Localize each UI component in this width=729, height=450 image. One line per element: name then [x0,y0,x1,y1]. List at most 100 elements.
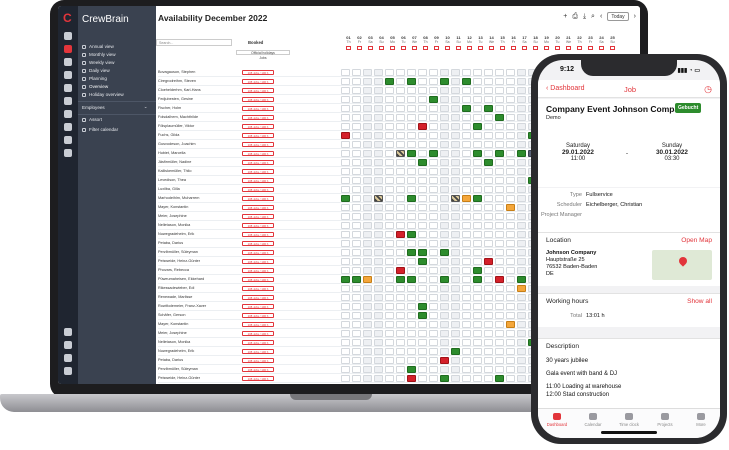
availability-cell[interactable] [451,348,460,355]
availability-cell[interactable] [462,375,471,382]
employee-name[interactable]: Fölsplaumüller, Viktor [158,124,195,128]
availability-cell[interactable] [462,231,471,238]
availability-cell[interactable] [462,114,471,121]
availability-cell[interactable] [407,339,416,346]
holiday-checkbox[interactable] [500,46,505,50]
availability-cell[interactable] [517,285,526,292]
availability-cell[interactable] [418,96,427,103]
prev-icon[interactable]: ‹ [599,13,603,20]
availability-cell[interactable] [374,123,383,130]
availability-cell[interactable] [440,258,449,265]
availability-cell[interactable] [506,213,515,220]
availability-cell[interactable] [440,105,449,112]
availability-cell[interactable] [341,321,350,328]
availability-cell[interactable] [385,114,394,121]
availability-cell[interactable] [506,231,515,238]
availability-cell[interactable] [495,96,504,103]
holiday-checkbox[interactable] [379,46,384,50]
availability-cell[interactable] [495,303,504,310]
availability-cell[interactable] [407,213,416,220]
availability-cell[interactable] [352,303,361,310]
availability-cell[interactable] [495,348,504,355]
availability-cell[interactable] [429,123,438,130]
availability-cell[interactable] [517,78,526,85]
availability-cell[interactable] [517,357,526,364]
availability-cell[interactable] [473,78,482,85]
availability-cell[interactable] [473,348,482,355]
availability-cell[interactable] [484,195,493,202]
holiday-checkbox[interactable] [577,46,582,50]
availability-cell[interactable] [440,249,449,256]
availability-cell[interactable] [484,294,493,301]
settings-icon[interactable] [64,341,72,349]
availability-cell[interactable] [385,348,394,355]
availability-cell[interactable] [440,276,449,283]
show-all-link[interactable]: Show all [687,298,712,305]
availability-cell[interactable] [473,294,482,301]
availability-cell[interactable] [374,375,383,382]
availability-cell[interactable] [407,168,416,175]
availability-cell[interactable] [429,186,438,193]
availability-cell[interactable] [462,321,471,328]
availability-cell[interactable] [517,69,526,76]
availability-cell[interactable] [429,321,438,328]
availability-cell[interactable] [341,249,350,256]
availability-cell[interactable] [341,357,350,364]
availability-cell[interactable] [506,357,515,364]
availability-cell[interactable] [418,339,427,346]
availability-cell[interactable] [341,330,350,337]
availability-cell[interactable] [506,330,515,337]
tab-projects[interactable]: Projects [650,413,680,427]
holiday-checkbox[interactable] [401,46,406,50]
availability-cell[interactable] [374,213,383,220]
availability-cell[interactable] [429,330,438,337]
availability-cell[interactable] [407,96,416,103]
holiday-checkbox[interactable] [346,46,351,50]
availability-cell[interactable] [407,69,416,76]
availability-cell[interactable] [440,294,449,301]
availability-cell[interactable] [462,141,471,148]
holiday-checkbox[interactable] [456,46,461,50]
availability-cell[interactable] [429,240,438,247]
availability-cell[interactable] [363,339,372,346]
availability-cell[interactable] [440,177,449,184]
availability-cell[interactable] [506,240,515,247]
availability-cell[interactable] [385,303,394,310]
employee-name[interactable]: Püweumaheisen, Ekkehard [158,277,205,281]
availability-cell[interactable] [385,150,394,157]
availability-cell[interactable] [462,357,471,364]
availability-cell[interactable] [495,312,504,319]
availability-cell[interactable] [506,132,515,139]
availability-cell[interactable] [352,339,361,346]
availability-cell[interactable] [517,339,526,346]
availability-cell[interactable] [429,132,438,139]
employee-name[interactable]: Peisweide, Heinz-Günter [158,259,200,263]
availability-cell[interactable] [440,204,449,211]
availability-cell[interactable] [374,141,383,148]
availability-cell[interactable] [418,375,427,382]
availability-cell[interactable] [341,267,350,274]
availability-cell[interactable] [418,141,427,148]
availability-cell[interactable] [363,141,372,148]
availability-cell[interactable] [352,294,361,301]
availability-cell[interactable] [407,123,416,130]
availability-cell[interactable] [374,105,383,112]
availability-cell[interactable] [506,186,515,193]
availability-cell[interactable] [495,177,504,184]
availability-cell[interactable] [374,366,383,373]
availability-cell[interactable] [473,132,482,139]
availability-cell[interactable] [484,375,493,382]
sidebar-item-weekly-view[interactable]: Weekly view [82,60,114,65]
availability-cell[interactable] [385,69,394,76]
availability-cell[interactable] [451,321,460,328]
availability-cell[interactable] [495,267,504,274]
availability-cell[interactable] [418,312,427,319]
availability-cell[interactable] [462,258,471,265]
availability-cell[interactable] [495,339,504,346]
availability-cell[interactable] [506,105,515,112]
availability-cell[interactable] [484,258,493,265]
availability-cell[interactable] [352,78,361,85]
availability-cell[interactable] [517,123,526,130]
availability-cell[interactable] [462,195,471,202]
availability-cell[interactable] [396,303,405,310]
